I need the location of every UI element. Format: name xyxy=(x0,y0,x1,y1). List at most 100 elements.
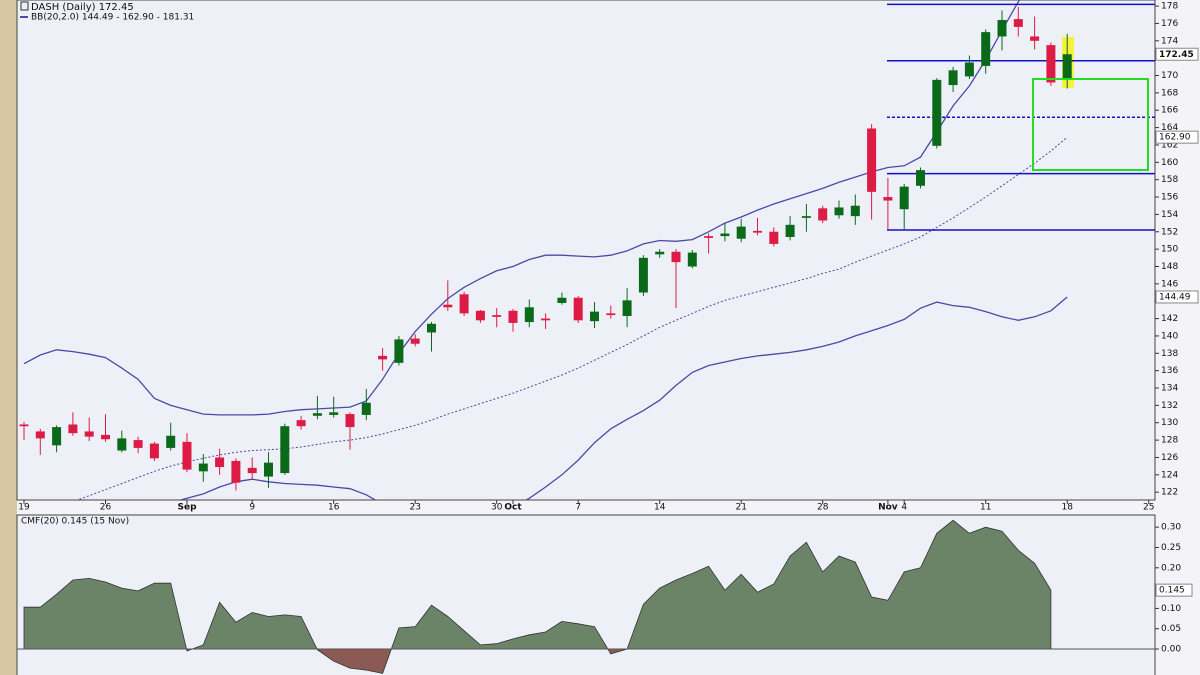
y-tick-label: 0.20 xyxy=(1161,563,1181,573)
y-tick-label: 162 xyxy=(1161,140,1178,150)
x-tick-label: 9 xyxy=(249,503,255,513)
candle-body xyxy=(948,70,958,86)
x-tick-label: 7 xyxy=(575,503,581,513)
icon xyxy=(20,1,29,11)
candle-body xyxy=(720,233,730,237)
y-tick-label: 166 xyxy=(1161,106,1178,116)
candle-body xyxy=(818,208,828,221)
candle-body xyxy=(981,32,991,66)
candle-body xyxy=(769,231,779,244)
candle-body xyxy=(997,19,1007,37)
y-tick-label: 132 xyxy=(1161,401,1178,411)
x-tick-label: 26 xyxy=(100,503,112,513)
x-tick-label: 28 xyxy=(817,503,829,513)
y-tick-label: 134 xyxy=(1161,384,1178,394)
bollinger-lower xyxy=(178,296,1068,500)
candle-body xyxy=(475,310,485,321)
candle-body xyxy=(443,304,453,308)
bollinger-middle xyxy=(76,136,1068,500)
candle-body xyxy=(736,226,746,239)
candle-body xyxy=(1062,54,1072,80)
x-tick-label: Sep xyxy=(177,503,197,513)
candle-body xyxy=(541,318,551,321)
y-tick-label: 138 xyxy=(1161,349,1178,359)
value-marker-box xyxy=(1155,583,1193,597)
candle-body xyxy=(410,338,420,344)
candle-body xyxy=(68,424,78,434)
y-tick-label: 0.00 xyxy=(1161,645,1181,655)
price-panel xyxy=(16,0,1156,501)
price-marker-label: 162.90 xyxy=(1159,133,1191,143)
candle-body xyxy=(459,294,469,314)
price-plot xyxy=(19,0,1155,500)
x-tick-label: 19 xyxy=(18,503,30,513)
bollinger-upper xyxy=(23,0,1021,416)
candle-body xyxy=(622,300,632,316)
candle-body xyxy=(932,79,942,146)
candle-body xyxy=(801,216,811,218)
candle-body xyxy=(753,230,762,233)
y-tick-label: 128 xyxy=(1161,436,1178,446)
y-tick-label: 130 xyxy=(1161,418,1178,428)
candle-body xyxy=(883,197,893,201)
price-marker-box xyxy=(1155,130,1199,144)
x-tick-label: Nov xyxy=(878,503,898,513)
candle-body xyxy=(1030,36,1040,41)
x-tick-label: 30 xyxy=(491,503,503,513)
x-tick-label: 14 xyxy=(654,503,666,513)
y-tick-label: 164 xyxy=(1161,123,1178,133)
x-tick-label: 25 xyxy=(1143,503,1154,513)
y-tick-label: 122 xyxy=(1161,488,1178,498)
candle-body xyxy=(850,205,860,217)
candle-body xyxy=(590,311,599,322)
candle-body xyxy=(508,310,518,323)
candle-body xyxy=(573,297,583,321)
legend-entry: BB(20,2.0) 144.49 - 162.90 - 181.31 xyxy=(31,13,194,23)
y-tick-label: 168 xyxy=(1161,88,1178,98)
candle-body xyxy=(964,62,974,77)
candle-body xyxy=(52,427,62,446)
candle-body xyxy=(524,307,534,323)
candle-body xyxy=(280,426,290,474)
x-tick-label: 23 xyxy=(409,503,420,513)
y-tick-label: 154 xyxy=(1161,210,1178,220)
candle-body xyxy=(378,355,388,360)
y-tick-label: 146 xyxy=(1161,279,1178,289)
candle-body xyxy=(834,207,844,216)
candle-body xyxy=(785,224,795,237)
candle-body xyxy=(84,431,94,437)
x-tick-label: 18 xyxy=(1061,503,1073,513)
y-tick-label: 178 xyxy=(1161,2,1178,12)
y-tick-label: 140 xyxy=(1161,331,1178,341)
candle-body xyxy=(117,438,127,451)
candle-body xyxy=(394,339,404,363)
candle-body xyxy=(312,413,322,416)
y-tick-label: 170 xyxy=(1161,71,1178,81)
candle-body xyxy=(1046,45,1056,83)
price-marker-box xyxy=(1155,47,1199,61)
x-tick-label: Oct xyxy=(504,503,522,513)
target-box xyxy=(1032,78,1149,171)
y-tick-label: 158 xyxy=(1161,175,1178,185)
value-marker-label: 0.145 xyxy=(1159,586,1185,596)
candle-body xyxy=(655,251,665,255)
candle-body xyxy=(166,435,176,448)
y-tick-label: 126 xyxy=(1161,453,1178,463)
candle-body xyxy=(19,424,29,427)
candle-body xyxy=(899,186,909,210)
candle-body xyxy=(101,434,110,440)
candle-body xyxy=(492,315,502,317)
candle-body xyxy=(182,441,192,470)
candle-body xyxy=(329,412,339,415)
x-tick-label: 11 xyxy=(980,503,991,513)
x-tick-label: 16 xyxy=(328,503,340,513)
chart-title: DASH (Daily) 172.45 xyxy=(31,2,134,13)
cmf-area-negative xyxy=(23,649,1052,674)
y-tick-label: 148 xyxy=(1161,262,1178,272)
cmf-plot xyxy=(17,519,1155,674)
candle-body xyxy=(133,440,143,448)
y-tick-label: 142 xyxy=(1161,314,1178,324)
candle-body xyxy=(231,460,241,483)
y-tick-label: 152 xyxy=(1161,227,1178,237)
